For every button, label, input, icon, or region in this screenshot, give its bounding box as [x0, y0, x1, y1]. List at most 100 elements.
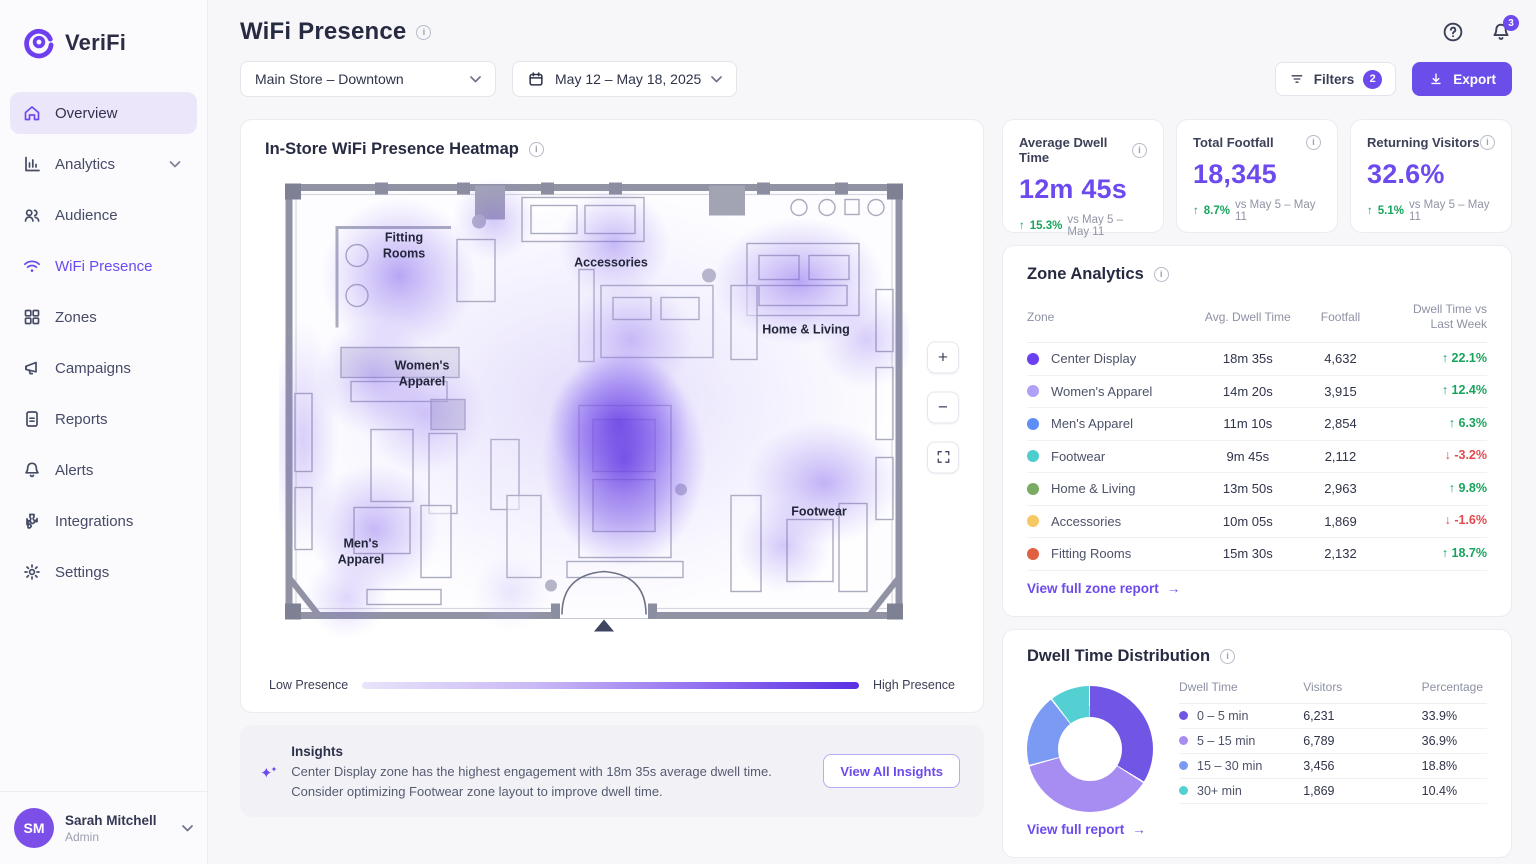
sidebar-item-settings[interactable]: Settings — [10, 551, 197, 593]
sidebar-item-label: Zones — [55, 308, 97, 326]
filters-button[interactable]: Filters 2 — [1274, 62, 1397, 96]
column-header: Percentage — [1421, 679, 1484, 694]
column-header: Dwell Time — [1179, 679, 1238, 694]
sidebar-item-wifi-presence[interactable]: WiFi Presence — [10, 245, 197, 287]
puzzle-icon — [26, 513, 38, 529]
zoom-in-button[interactable]: + — [927, 340, 959, 373]
filters-count-badge: 2 — [1363, 69, 1383, 89]
sidebar-item-label: Campaigns — [55, 359, 131, 377]
sidebar-item-label: Audience — [55, 206, 118, 224]
help-button[interactable] — [1442, 21, 1464, 43]
zone-dwell: 15m 30s — [1222, 546, 1273, 562]
sidebar-item-reports[interactable]: Reports — [10, 398, 197, 440]
sidebar-item-label: Settings — [55, 563, 110, 581]
store-selector-value: Main Store – Downtown — [255, 71, 404, 87]
zone-change: ↑ 6.3% — [1448, 415, 1487, 430]
zone-name: Home & Living — [1051, 481, 1136, 497]
dwell-bucket: 5 – 15 min — [1197, 733, 1256, 748]
table-row[interactable]: Fitting Rooms 15m 30s 2,132 ↑ 18.7% — [1027, 538, 1487, 571]
zone-color-dot — [1027, 385, 1039, 398]
info-icon[interactable]: i — [416, 24, 432, 40]
view-all-insights-button[interactable]: View All Insights — [823, 754, 960, 788]
sidebar-item-alerts[interactable]: Alerts — [10, 449, 197, 491]
zone-footfall: 2,854 — [1324, 416, 1357, 432]
chevron-down-icon — [470, 75, 481, 82]
info-icon[interactable]: i — [1306, 135, 1321, 150]
insights-line: Center Display zone has the highest enga… — [291, 763, 772, 779]
dwell-visitors: 3,456 — [1303, 758, 1335, 773]
date-range-picker[interactable]: May 12 – May 18, 2025 — [512, 61, 738, 97]
zone-footfall: 2,112 — [1324, 448, 1357, 464]
dwell-percentage: 18.8% — [1421, 758, 1458, 773]
dwell-visitors: 6,789 — [1303, 733, 1335, 748]
table-row[interactable]: Men's Apparel 11m 10s 2,854 ↑ 6.3% — [1027, 408, 1487, 441]
table-row[interactable]: Home & Living 13m 50s 2,963 ↑ 9.8% — [1027, 473, 1487, 506]
sidebar-item-label: Overview — [55, 104, 118, 122]
sidebar-item-label: Reports — [55, 410, 108, 428]
kpi-change: 5.1% — [1377, 205, 1404, 217]
zone-name: Footwear — [1051, 448, 1106, 464]
store-selector[interactable]: Main Store – Downtown — [240, 61, 496, 97]
list-item: 5 – 15 min 6,789 36.9% — [1179, 729, 1487, 754]
dwell-donut-chart[interactable] — [1027, 685, 1153, 812]
home-icon — [24, 106, 40, 121]
zone-footfall: 3,915 — [1324, 383, 1357, 399]
arrow-right-icon: → — [1132, 821, 1146, 837]
plus-icon: + — [938, 346, 948, 366]
table-row[interactable]: Footwear 9m 45s 2,112 ↓ -3.2% — [1027, 441, 1487, 473]
zone-change: ↑ 12.4% — [1441, 383, 1487, 398]
sidebar-item-label: Alerts — [55, 461, 94, 479]
export-button[interactable]: Export — [1412, 62, 1512, 96]
sidebar-item-audience[interactable]: Audience — [10, 194, 197, 236]
sidebar-item-zones[interactable]: Zones — [10, 296, 197, 338]
info-icon[interactable]: i — [1153, 267, 1169, 282]
zone-color-dot — [1027, 352, 1039, 365]
table-row[interactable]: Women's Apparel 14m 20s 3,915 ↑ 12.4% — [1027, 376, 1487, 408]
table-row[interactable]: Accessories 10m 05s 1,869 ↓ -1.6% — [1027, 506, 1487, 538]
zone-footfall: 1,869 — [1324, 513, 1357, 529]
zoom-out-button[interactable]: − — [927, 390, 959, 423]
sidebar-item-label: WiFi Presence — [55, 257, 153, 275]
info-icon[interactable]: i — [1220, 648, 1236, 664]
sidebar-item-integrations[interactable]: Integrations — [10, 500, 197, 542]
table-row[interactable]: Center Display 18m 35s 4,632 ↑ 22.1% — [1027, 343, 1487, 376]
kpi-label: Total Footfall — [1193, 135, 1274, 150]
info-icon[interactable]: i — [1480, 135, 1495, 150]
view-full-report-link[interactable]: View full report → — [1027, 821, 1146, 837]
dwell-visitors: 6,231 — [1303, 708, 1335, 723]
sidebar-item-campaigns[interactable]: Campaigns — [10, 347, 197, 389]
fullscreen-button[interactable] — [927, 440, 959, 473]
kpi-card-dwell-time: Average Dwell Time i 12m 45s ↑ 15.3% vs May… — [1002, 119, 1164, 238]
grid-icon — [24, 309, 40, 325]
kpi-compare: vs May 5 – May 11 — [1234, 199, 1316, 223]
sidebar-item-overview[interactable]: Overview — [10, 92, 197, 134]
info-icon[interactable]: i — [528, 142, 544, 157]
logo: VeriFi — [0, 0, 207, 84]
notifications-button[interactable]: 3 — [1490, 15, 1519, 43]
kpi-card-returning-visitors: Returning Visitors i 32.6% ↑ 5.1% vs May 5 … — [1350, 119, 1512, 233]
zone-analytics-card: Zone Analytics i Zone Avg. Dwell Time Fo… — [1002, 245, 1512, 617]
bell-icon — [25, 462, 39, 478]
user-profile[interactable]: SM Sarah Mitchell Admin — [0, 791, 207, 864]
zone-color-dot — [1027, 417, 1039, 430]
kpi-compare: vs May 5 – May 11 — [1067, 214, 1123, 238]
zone-change: ↑ 18.7% — [1441, 545, 1487, 560]
document-icon — [26, 411, 38, 427]
view-full-zone-report-link[interactable]: View full zone report → — [1027, 580, 1181, 596]
dwell-bucket: 30+ min — [1197, 783, 1242, 798]
column-header: Footfall — [1320, 310, 1361, 324]
zone-name: Accessories — [1051, 513, 1122, 529]
app-name: VeriFi — [65, 30, 127, 55]
kpi-value: 32.6% — [1367, 159, 1445, 189]
kpi-card-footfall: Total Footfall i 18,345 ↑ 8.7% vs May 5 – M… — [1176, 119, 1338, 233]
zone-name: Fitting Rooms — [1051, 546, 1132, 562]
segment-color-dot — [1179, 786, 1188, 795]
zone-analytics-table: Zone Avg. Dwell Time Footfall Dwell Time… — [1027, 298, 1487, 571]
sidebar-item-analytics[interactable]: Analytics — [10, 143, 197, 185]
floorplan-heatmap[interactable]: Fitting Rooms Accessories Home & Living … — [279, 171, 909, 641]
zone-dwell: 10m 05s — [1222, 513, 1273, 529]
zone-dwell: 14m 20s — [1222, 383, 1273, 399]
info-icon[interactable]: i — [1132, 142, 1147, 158]
column-header: Zone — [1027, 310, 1055, 324]
user-name: Sarah Mitchell — [65, 812, 157, 828]
